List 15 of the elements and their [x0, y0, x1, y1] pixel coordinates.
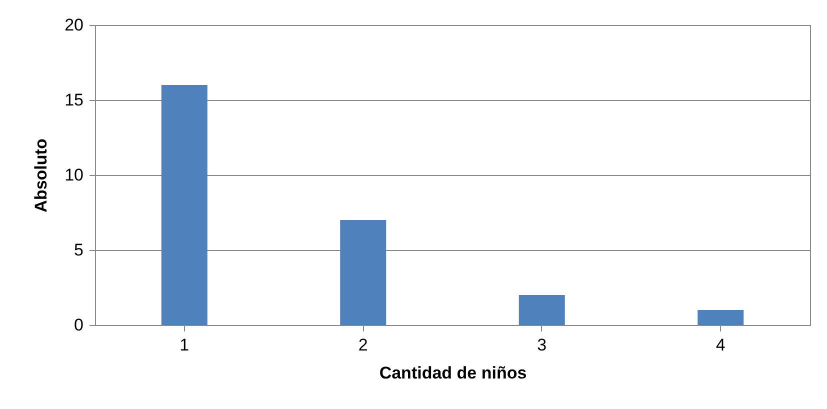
x-tick-label: 1 — [180, 336, 190, 354]
x-tick-label: 2 — [358, 336, 368, 354]
x-tick-label: 4 — [716, 336, 726, 354]
y-tick-label: 0 — [74, 316, 84, 334]
bar — [161, 85, 208, 325]
bar — [518, 295, 565, 325]
y-tick-label: 10 — [64, 166, 84, 184]
y-tick-label: 5 — [74, 240, 84, 260]
y-tick-label: 15 — [64, 90, 84, 110]
y-tick-label: 20 — [64, 16, 84, 34]
bar — [340, 220, 386, 325]
x-tick-label: 3 — [537, 336, 547, 354]
x-axis-title: Cantidad de niños — [379, 364, 527, 382]
bar — [698, 310, 744, 325]
y-axis-title: Absoluto — [32, 138, 51, 212]
